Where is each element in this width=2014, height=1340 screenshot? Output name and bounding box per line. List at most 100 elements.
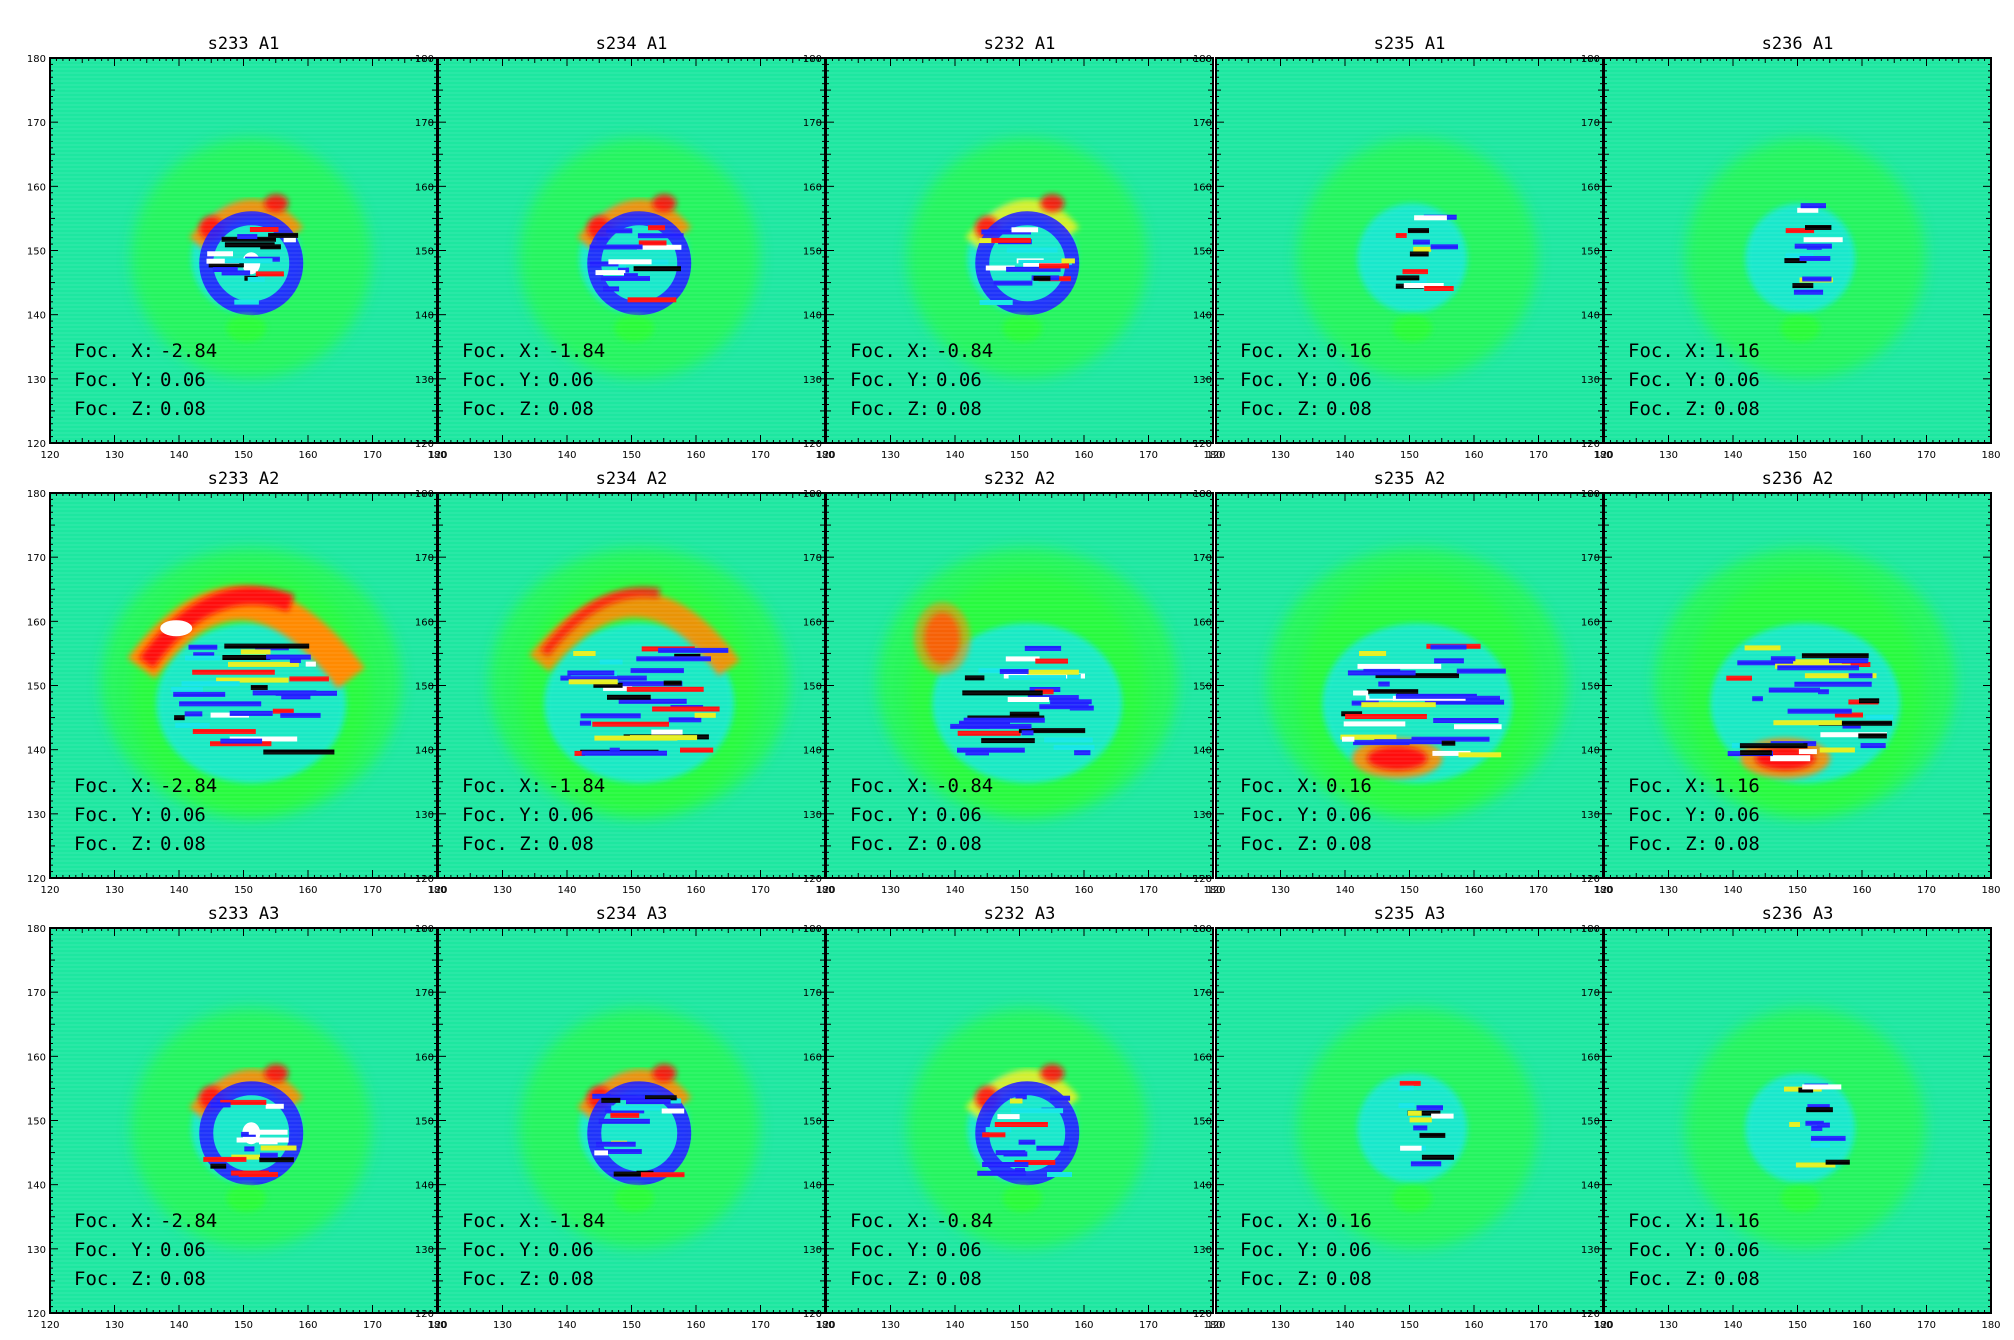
y-tick-label: 120 bbox=[1193, 1309, 1212, 1320]
y-tick-label: 180 bbox=[803, 924, 822, 935]
x-tick-label: 150 bbox=[1788, 885, 1807, 896]
y-tick-label: 180 bbox=[415, 54, 434, 65]
focus-value: 0.06 bbox=[936, 804, 982, 826]
x-tick-label: 130 bbox=[1271, 450, 1290, 461]
x-tick-label: 180 bbox=[1203, 450, 1222, 461]
x-tick-label: 170 bbox=[1139, 1320, 1158, 1331]
y-tick-label: 150 bbox=[27, 682, 46, 693]
focus-value: 0.06 bbox=[548, 1239, 594, 1261]
focus-value: -2.84 bbox=[160, 340, 217, 362]
y-tick-label: 160 bbox=[803, 617, 822, 628]
y-tick-label: 140 bbox=[1193, 1181, 1212, 1192]
y-tick-label: 160 bbox=[1193, 182, 1212, 193]
x-tick-label: 140 bbox=[1723, 1320, 1742, 1331]
focus-label: Foc. Y: bbox=[74, 1239, 154, 1261]
focus-value: -1.84 bbox=[548, 775, 605, 797]
panel-title: s232 A1 bbox=[984, 34, 1056, 54]
x-tick-label: 130 bbox=[493, 1320, 512, 1331]
y-tick-label: 170 bbox=[1193, 553, 1212, 564]
focus-value: 0.06 bbox=[548, 804, 594, 826]
focus-value: 0.06 bbox=[1714, 804, 1760, 826]
x-tick-label: 140 bbox=[557, 450, 576, 461]
focus-label: Foc. X: bbox=[462, 340, 542, 362]
x-tick-label: 160 bbox=[686, 450, 705, 461]
y-tick-label: 170 bbox=[803, 988, 822, 999]
x-tick-label: 160 bbox=[1074, 885, 1093, 896]
focus-label: Foc. X: bbox=[74, 1210, 154, 1232]
focus-value: 0.06 bbox=[1714, 369, 1760, 391]
x-tick-label: 120 bbox=[816, 1320, 835, 1331]
x-tick-label: 170 bbox=[1917, 450, 1936, 461]
x-tick-label: 130 bbox=[105, 885, 124, 896]
x-tick-label: 130 bbox=[881, 885, 900, 896]
panel-title: s235 A3 bbox=[1374, 904, 1446, 924]
focus-value: 1.16 bbox=[1714, 775, 1760, 797]
y-tick-label: 120 bbox=[27, 874, 46, 885]
y-tick-label: 150 bbox=[415, 247, 434, 258]
focus-value: 0.16 bbox=[1326, 775, 1372, 797]
y-tick-label: 130 bbox=[415, 1245, 434, 1256]
focus-value: -0.84 bbox=[936, 1210, 993, 1232]
y-tick-label: 170 bbox=[1193, 118, 1212, 129]
y-tick-label: 170 bbox=[27, 553, 46, 564]
panel-title: s233 A3 bbox=[208, 904, 280, 924]
y-tick-label: 160 bbox=[27, 617, 46, 628]
focus-label: Foc. Z: bbox=[462, 398, 542, 420]
panel-title: s232 A3 bbox=[984, 904, 1056, 924]
x-tick-label: 130 bbox=[1271, 1320, 1290, 1331]
x-tick-label: 120 bbox=[428, 1320, 447, 1331]
x-tick-label: 120 bbox=[1594, 1320, 1613, 1331]
x-tick-label: 160 bbox=[686, 1320, 705, 1331]
panel-title: s235 A2 bbox=[1374, 469, 1446, 489]
y-tick-label: 120 bbox=[1581, 874, 1600, 885]
focus-value: 0.08 bbox=[1326, 398, 1372, 420]
x-tick-label: 170 bbox=[751, 450, 770, 461]
x-tick-label: 140 bbox=[557, 885, 576, 896]
focus-label: Foc. Z: bbox=[1628, 833, 1708, 855]
focus-value: 1.16 bbox=[1714, 1210, 1760, 1232]
x-tick-label: 180 bbox=[427, 885, 446, 896]
x-tick-label: 130 bbox=[1659, 885, 1678, 896]
focus-value: 0.08 bbox=[160, 1268, 206, 1290]
y-tick-label: 160 bbox=[27, 182, 46, 193]
focus-label: Foc. X: bbox=[74, 775, 154, 797]
focus-value: 0.06 bbox=[1326, 369, 1372, 391]
x-tick-label: 180 bbox=[427, 450, 446, 461]
x-tick-label: 150 bbox=[1788, 450, 1807, 461]
y-tick-label: 140 bbox=[27, 746, 46, 757]
y-tick-label: 150 bbox=[415, 1117, 434, 1128]
focus-value: -2.84 bbox=[160, 775, 217, 797]
x-tick-label: 120 bbox=[40, 1320, 59, 1331]
x-tick-label: 140 bbox=[945, 885, 964, 896]
x-tick-label: 120 bbox=[1594, 885, 1613, 896]
y-tick-label: 160 bbox=[1581, 1052, 1600, 1063]
x-tick-label: 180 bbox=[1203, 885, 1222, 896]
y-tick-label: 180 bbox=[1581, 489, 1600, 500]
y-tick-label: 130 bbox=[1581, 810, 1600, 821]
y-tick-label: 180 bbox=[1193, 54, 1212, 65]
x-tick-label: 170 bbox=[1139, 450, 1158, 461]
focus-value: -1.84 bbox=[548, 1210, 605, 1232]
y-tick-label: 160 bbox=[1581, 617, 1600, 628]
y-tick-label: 170 bbox=[1193, 988, 1212, 999]
x-tick-label: 170 bbox=[1529, 450, 1548, 461]
y-tick-label: 150 bbox=[803, 247, 822, 258]
x-tick-label: 160 bbox=[1074, 450, 1093, 461]
x-tick-label: 130 bbox=[881, 1320, 900, 1331]
y-tick-label: 130 bbox=[803, 375, 822, 386]
focus-label: Foc. Y: bbox=[462, 804, 542, 826]
focus-label: Foc. Z: bbox=[74, 1268, 154, 1290]
focus-value: 0.06 bbox=[160, 1239, 206, 1261]
x-tick-label: 180 bbox=[1981, 885, 2000, 896]
x-tick-label: 180 bbox=[1593, 1320, 1612, 1331]
focus-label: Foc. X: bbox=[74, 340, 154, 362]
x-tick-label: 120 bbox=[40, 885, 59, 896]
x-tick-label: 160 bbox=[1852, 885, 1871, 896]
panel-title: s234 A3 bbox=[596, 904, 668, 924]
y-tick-label: 160 bbox=[1193, 1052, 1212, 1063]
y-tick-label: 170 bbox=[27, 988, 46, 999]
